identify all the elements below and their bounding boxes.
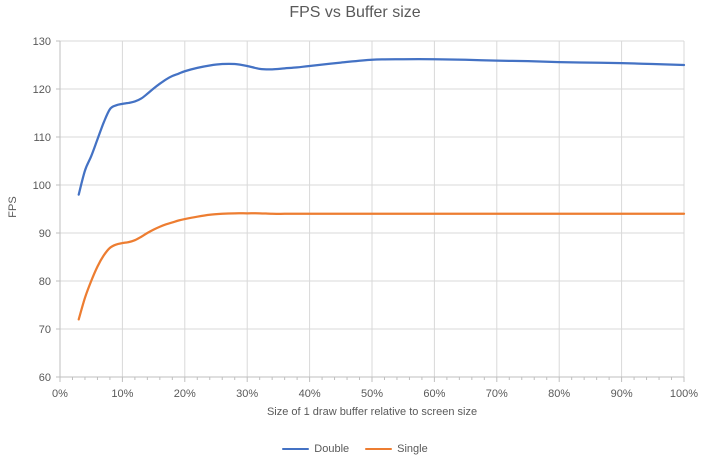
- legend: Double Single: [0, 441, 710, 457]
- legend-label-single: Single: [397, 443, 428, 455]
- y-tick-label: 70: [39, 324, 51, 336]
- x-axis-title: Size of 1 draw buffer relative to screen…: [266, 406, 478, 418]
- y-tick-label: 130: [33, 36, 51, 48]
- y-tick-label: 90: [39, 228, 51, 240]
- y-tick-label: 100: [33, 180, 51, 192]
- x-tick-label: 0%: [52, 388, 68, 400]
- x-tick-label: 90%: [611, 388, 633, 400]
- y-axis-title: FPS: [7, 196, 19, 218]
- series-line-double: [77, 58, 686, 196]
- legend-line-swatch-double: [282, 447, 310, 451]
- series-line-single: [77, 212, 686, 321]
- y-tick-label: 80: [39, 276, 51, 288]
- y-tick-label: 120: [33, 84, 51, 96]
- legend-label-double: Double: [314, 443, 350, 455]
- y-tick-label: 60: [39, 372, 51, 384]
- x-tick-label: 60%: [423, 388, 445, 400]
- x-tick-label: 50%: [361, 388, 383, 400]
- x-tick-label: 70%: [486, 388, 508, 400]
- y-tick-label: 110: [33, 132, 51, 144]
- x-tick-label: 80%: [548, 388, 570, 400]
- chart-title: FPS vs Buffer size: [289, 4, 421, 21]
- x-tick-label: 30%: [236, 388, 258, 400]
- x-tick-label: 100%: [670, 388, 698, 400]
- legend-line-swatch-single: [365, 447, 393, 451]
- legend-item-single: Single: [365, 442, 428, 456]
- x-tick-label: 10%: [111, 388, 133, 400]
- x-tick-label: 20%: [174, 388, 196, 400]
- legend-item-double: Double: [282, 442, 349, 456]
- x-tick-label: 40%: [299, 388, 321, 400]
